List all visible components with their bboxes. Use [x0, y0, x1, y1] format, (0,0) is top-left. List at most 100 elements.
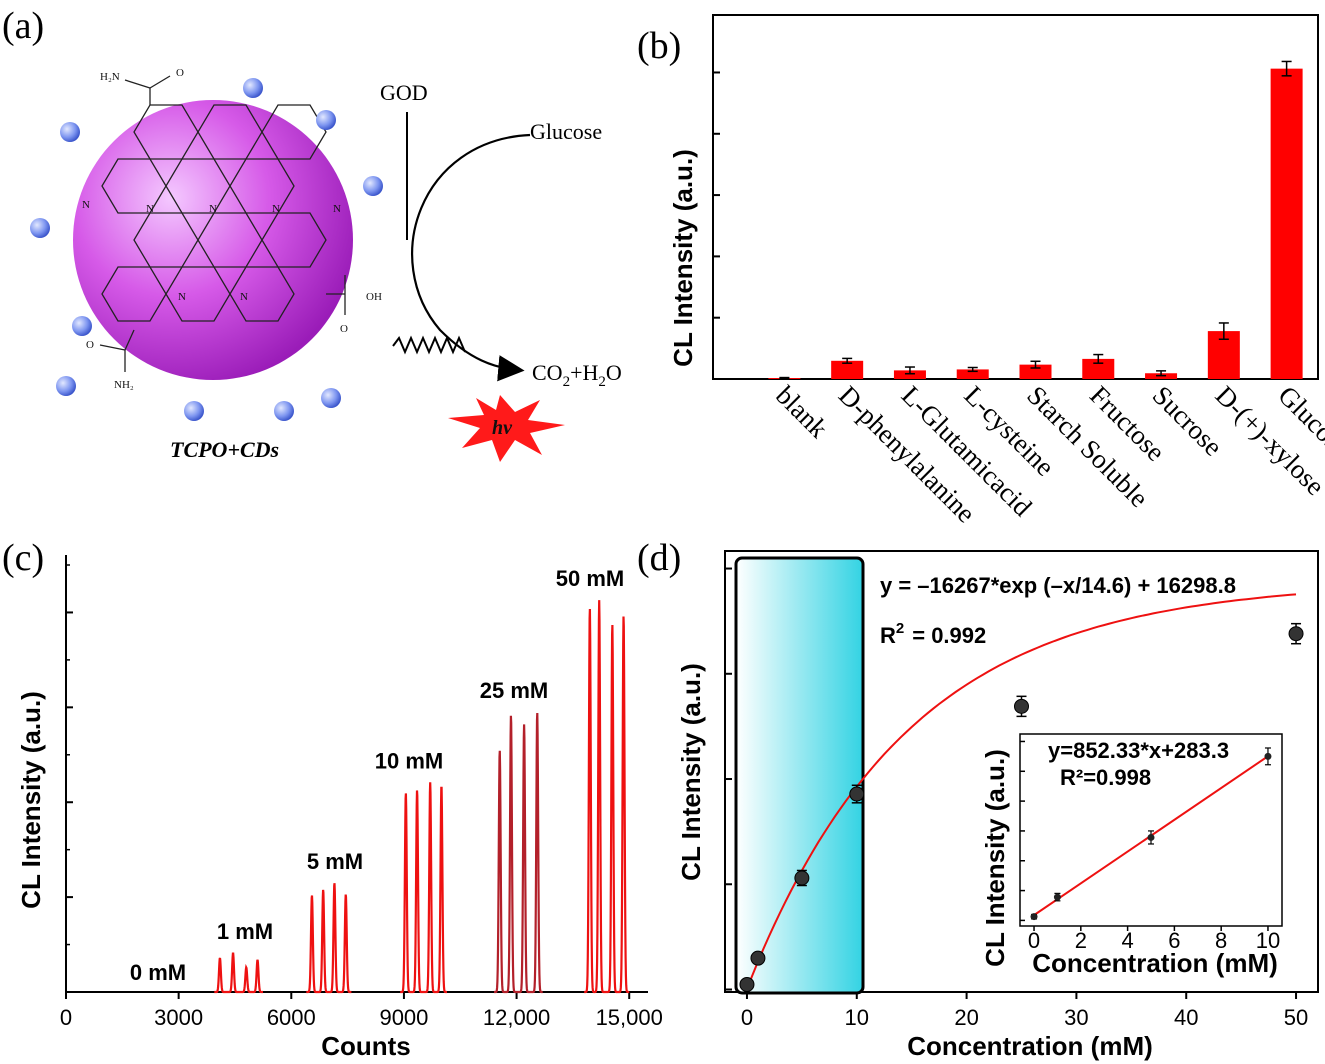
inset-data-point: [1030, 913, 1038, 921]
xtick-label: 30: [1064, 1005, 1088, 1030]
panel-b: (b) CL Intensity (a.u.) blank D-phenylala…: [637, 14, 1325, 528]
inset-xtick-label: 10: [1256, 928, 1280, 953]
panel-d-equation: y = –16267*exp (–x/14.6) + 16298.8: [880, 573, 1236, 598]
enzyme-dot: [243, 78, 263, 98]
panel-c-xlabel: Counts: [321, 1031, 411, 1061]
enzyme-dot: [321, 388, 341, 408]
reaction-arrow: [411, 133, 531, 382]
products-label: CO2+H2O: [532, 360, 622, 390]
concentration-label: 25 mM: [480, 678, 548, 703]
bar: [1270, 68, 1303, 380]
nitrogen-label: N: [178, 291, 186, 303]
xtick-label: 9000: [379, 1005, 428, 1030]
xtick-label: 12,000: [483, 1005, 550, 1030]
panel-b-ylabel: CL Intensity (a.u.): [668, 149, 698, 367]
panel-d-xlabel: Concentration (mM): [907, 1031, 1153, 1061]
panel-b-categories: blank D-phenylalanineL-GlutamicacidL-cyst…: [770, 380, 1325, 528]
enzyme-dot: [274, 401, 294, 421]
enzyme-dot: [184, 401, 204, 421]
enzyme-dot: [30, 218, 50, 238]
cl-trace: [400, 782, 447, 994]
xtick-label: 20: [954, 1005, 978, 1030]
enzyme-dot: [316, 110, 336, 130]
xtick-label: 0: [741, 1005, 753, 1030]
god-label: GOD: [380, 80, 428, 105]
xtick-label: 40: [1174, 1005, 1198, 1030]
concentration-label: 50 mM: [556, 566, 624, 591]
amide-top-label: H₂N: [100, 71, 120, 83]
nitrogen-label: N: [82, 199, 90, 211]
inset-equation: y=852.33*x+283.3: [1048, 738, 1229, 763]
data-point: [849, 786, 865, 802]
panel-d-ylabel: CL Intensity (a.u.): [676, 663, 706, 881]
hydroxyl-label: OH: [366, 291, 382, 303]
panel-a: (a) H₂N O: [2, 5, 622, 462]
panel-c: (c) CL Intensity (a.u.) Counts 0 3000 6000…: [2, 537, 663, 1061]
oxygen-bottom-label: O: [86, 339, 94, 351]
cl-trace: [306, 883, 352, 994]
inset-xtick-label: 6: [1168, 928, 1180, 953]
panel-d-label: (d): [637, 537, 681, 579]
panel-b-bars: [768, 60, 1303, 380]
bar: [1019, 364, 1052, 379]
hv-label: hν: [492, 417, 513, 439]
inset-ticks: 0 2 4 6 8 10: [1020, 740, 1280, 953]
cl-trace: [584, 600, 630, 994]
exponential-fit-line: [746, 593, 1297, 990]
xtick-label: 15,000: [596, 1005, 663, 1030]
inset-ylabel: CL Intensity (a.u.): [980, 749, 1010, 967]
amide-bottom-label: NH₂: [114, 379, 134, 391]
xtick-label: 3000: [154, 1005, 203, 1030]
oxygen-right-label: O: [340, 323, 348, 335]
concentration-label: 5 mM: [307, 849, 363, 874]
enzyme-dot: [72, 316, 92, 336]
enzyme-dot: [60, 122, 80, 142]
panel-d-frame: [724, 550, 1319, 993]
panel-b-label: (b): [637, 25, 681, 67]
panel-d-r2: R2 = 0.992: [880, 620, 986, 648]
nitrogen-label: N: [209, 203, 217, 215]
inset-xtick-label: 8: [1215, 928, 1227, 953]
inset-data-point: [1147, 833, 1155, 841]
panel-c-traces: [214, 600, 630, 994]
data-point: [794, 870, 810, 886]
panel-b-yticks: [713, 71, 720, 380]
inset-r2: R²=0.998: [1060, 765, 1151, 790]
category-label: blank: [770, 380, 834, 444]
panel-c-ylabel: CL Intensity (a.u.): [16, 691, 46, 909]
concentration-label: 10 mM: [375, 748, 443, 773]
inset-data-point: [1264, 752, 1272, 760]
wave-icon: [392, 335, 466, 355]
cl-trace: [494, 712, 543, 994]
inset-data-point: [1053, 893, 1061, 901]
panel-d-points: [739, 622, 1304, 992]
inset-xlabel: Concentration (mM): [1032, 948, 1278, 978]
xtick-label: 50: [1284, 1005, 1308, 1030]
particle-label: TCPO+CDs: [170, 437, 279, 462]
concentration-label: 1 mM: [217, 919, 273, 944]
enzyme-dot: [56, 376, 76, 396]
cl-trace: [214, 952, 263, 994]
concentration-label: 0 mM: [130, 960, 186, 985]
data-point: [750, 950, 766, 966]
data-point: [1288, 626, 1304, 642]
nitrogen-label: N: [240, 291, 248, 303]
panel-d: (d) CL Intensity (a.u.) Concentration (m…: [637, 537, 1319, 1061]
bar: [893, 370, 926, 379]
panel-a-label: (a): [2, 5, 44, 47]
bar: [1082, 358, 1115, 379]
nitrogen-label: N: [272, 203, 280, 215]
nitrogen-label: N: [333, 203, 341, 215]
inset-xtick-label: 0: [1028, 928, 1040, 953]
inset-xtick-label: 2: [1075, 928, 1087, 953]
oxygen-top-label: O: [176, 67, 184, 79]
glucose-label: Glucose: [530, 119, 602, 144]
data-point: [1014, 698, 1029, 714]
carbon-dot-sphere: [73, 100, 353, 380]
nitrogen-label: N: [146, 203, 154, 215]
light-burst-icon: [448, 395, 565, 462]
panel-c-group-labels: 0 mM 1 mM 5 mM 10 mM 25 mM 50 mM: [130, 566, 624, 985]
panel-d-ticks: 0 10 20 30 40 50: [725, 567, 1308, 1030]
xtick-label: 10: [845, 1005, 869, 1030]
